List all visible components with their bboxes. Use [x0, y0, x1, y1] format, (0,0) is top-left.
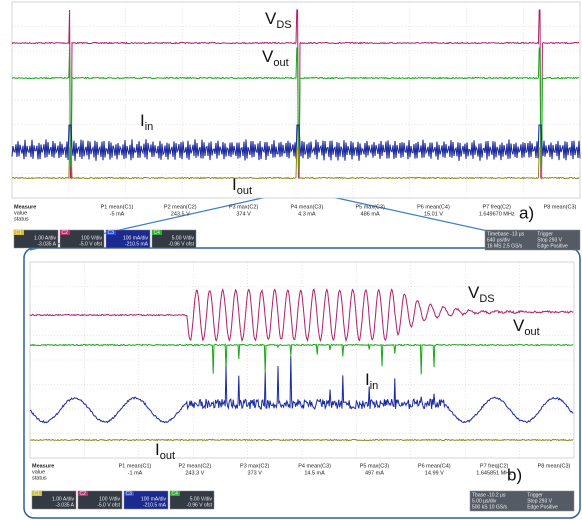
trigger-text: Edge Positive: [537, 243, 568, 249]
channel-id: C3: [126, 491, 133, 497]
channel-id: C4: [172, 491, 179, 497]
signal-subscript: DS: [276, 19, 291, 31]
measure-value: -1 mA: [128, 470, 143, 476]
channel-id: C4: [154, 230, 161, 236]
channel-id: C1: [16, 230, 23, 236]
signal-subscript: out: [237, 185, 252, 197]
signal-subscript: DS: [479, 293, 494, 305]
channel-id: C2: [62, 230, 69, 236]
timebase-text: 500 kS 10 GS/s: [472, 504, 508, 510]
measure-value: 14.5 mA: [304, 470, 325, 476]
measure-name: P4 mean(C3): [298, 463, 331, 469]
figure: VDSVoutIinIouta)MeasurevaluestatusP1 mea…: [0, 0, 582, 520]
channel-setting: -5.0 V ofst: [79, 241, 102, 247]
channel-setting: -210.5 mA: [143, 502, 167, 508]
signal-subscript: out: [524, 326, 539, 338]
measure-name: P2 mean(C2): [178, 463, 211, 469]
measure-name: P6 mean(C4): [417, 204, 450, 210]
measure-name: P1 mean(C1): [101, 204, 134, 210]
measure-name: P8 mean(C3): [544, 204, 577, 210]
measure-value: 1.645851 MHz: [476, 470, 512, 476]
channel-setting: -3.035 A: [55, 502, 74, 508]
measure-name: P7 freq(C2): [480, 463, 509, 469]
measure-name: P5 max(C3): [355, 204, 385, 210]
channel-id: C3: [108, 230, 115, 236]
measure-name: P3 max(C2): [240, 463, 270, 469]
measure-header: status: [32, 475, 47, 481]
measure-value: 243.5 V: [171, 211, 190, 217]
measure-name: P4 mean(C3): [290, 204, 323, 210]
trigger-text: Edge Positive: [527, 504, 558, 510]
channel-setting: -3.035 A: [37, 241, 56, 247]
measure-name: P8 mean(C3): [538, 463, 571, 469]
measure-name: P2 mean(C2): [164, 204, 197, 210]
measure-header: status: [14, 216, 29, 222]
measure-value: 1.649670 MHz: [479, 211, 515, 217]
measure-value: 243.3 V: [185, 470, 204, 476]
measure-name: P1 mean(C1): [119, 463, 152, 469]
measure-name: P7 freq(C2): [482, 204, 511, 210]
measure-value: 374 V: [236, 211, 251, 217]
panel-label: a): [519, 203, 534, 222]
measure-value: 497 mA: [365, 470, 384, 476]
measure-name: P3 max(C2): [229, 204, 259, 210]
channel-setting: -0.96 V ofst: [186, 502, 212, 508]
signal-subscript: out: [273, 57, 288, 69]
signal-subscript: in: [370, 380, 379, 392]
channel-setting: -5.0 V ofst: [97, 502, 120, 508]
measure-value: 373 V: [248, 470, 263, 476]
timebase-text: 16 MS 2.5 GS/s: [487, 243, 523, 249]
measure-value: 14.99 V: [425, 470, 444, 476]
channel-setting: -210.5 mA: [125, 241, 149, 247]
measure-name: P5 max(C3): [360, 463, 390, 469]
signal-name: V: [513, 316, 525, 335]
measure-value: 15.01 V: [424, 211, 443, 217]
channel-setting: -0.96 V ofst: [168, 241, 194, 247]
signal-name: V: [262, 47, 274, 66]
channel-id: C1: [34, 491, 41, 497]
channel-id: C2: [80, 491, 87, 497]
signal-name: V: [468, 283, 480, 302]
measure-value: -5 mA: [110, 211, 125, 217]
measure-value: 4.3 mA: [298, 211, 316, 217]
measure-name: P6 mean(C4): [418, 463, 451, 469]
signal-subscript: out: [160, 450, 175, 462]
measure-value: 486 mA: [361, 211, 380, 217]
signal-name: V: [265, 9, 277, 28]
signal-subscript: in: [145, 121, 154, 133]
